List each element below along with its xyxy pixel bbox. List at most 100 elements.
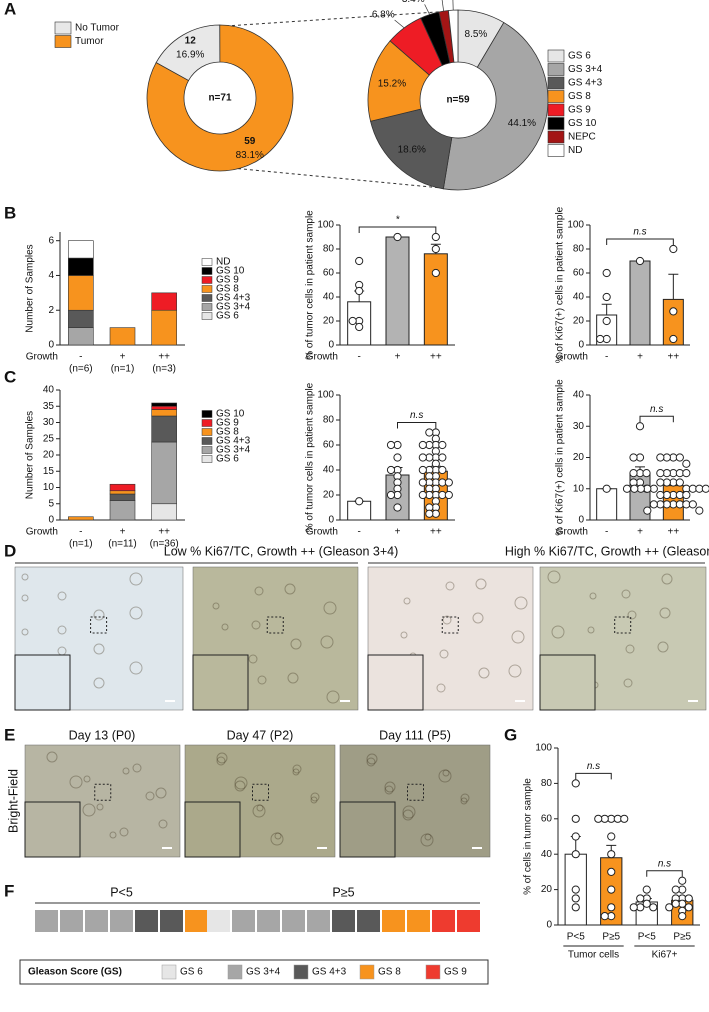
x-tick-label: +	[637, 352, 643, 363]
data-point	[393, 453, 402, 462]
significance-label: n.s	[410, 410, 423, 421]
bar-segment	[68, 240, 94, 259]
heat-cell	[160, 910, 183, 932]
legend-swatch	[547, 63, 565, 76]
data-point	[607, 832, 616, 841]
data-point	[678, 876, 687, 885]
x-tick-label: ++	[667, 527, 679, 538]
legend-swatch	[547, 49, 565, 63]
data-point	[602, 292, 611, 302]
photo-texture	[621, 589, 631, 599]
data-point	[682, 459, 691, 468]
data-point	[669, 307, 678, 316]
photo-texture	[366, 753, 378, 765]
legend-swatch	[425, 964, 441, 980]
significance-bracket	[646, 870, 683, 877]
pie-center: n=59	[446, 95, 470, 106]
photo-texture	[93, 643, 105, 655]
photo-texture	[436, 683, 446, 693]
legend-swatch	[547, 144, 565, 157]
legend-swatch	[201, 258, 213, 266]
y-tick-label: 80	[323, 415, 335, 426]
photo-texture	[439, 649, 449, 659]
panel-letter: G	[504, 725, 517, 744]
data-point	[596, 334, 605, 344]
photo-texture	[21, 594, 29, 602]
photo-texture	[475, 578, 487, 590]
y-tick-label: 100	[317, 220, 334, 231]
photo-texture	[93, 609, 105, 621]
panel-letter: D	[4, 541, 16, 560]
x-tick-label: -	[79, 527, 82, 538]
data-point	[571, 903, 580, 912]
data-point	[695, 506, 704, 515]
zoom-box	[94, 783, 112, 801]
photo-texture	[627, 610, 637, 620]
legend-label: ND	[216, 257, 230, 268]
bar-segment	[151, 409, 177, 417]
significance-bracket	[358, 226, 437, 233]
bar-segment	[109, 493, 136, 501]
pie-label: 15.2%	[378, 79, 406, 90]
y-axis-title: Number of Samples	[25, 244, 36, 332]
y-tick-label: 100	[567, 220, 584, 231]
y-tick-label: 0	[48, 515, 54, 526]
data-point	[355, 286, 364, 296]
photo-texture	[460, 797, 468, 805]
legend-label: GS 3+4	[568, 64, 603, 75]
photo-texture	[589, 592, 597, 600]
data-point	[425, 509, 434, 518]
data-point	[669, 244, 678, 254]
data-point	[418, 453, 427, 462]
photo-texture	[248, 654, 258, 664]
bar-segment	[109, 490, 136, 495]
y-tick-label: 20	[323, 490, 335, 501]
pie-count: 12	[185, 35, 197, 46]
scale-bar	[165, 700, 175, 702]
photo-texture	[129, 606, 143, 620]
y-tick-label: 40	[573, 390, 585, 401]
data-point	[438, 465, 447, 475]
legend-label: GS 6	[180, 967, 203, 978]
legend-label: GS 6	[216, 454, 239, 465]
x-tick-label: P<5	[567, 932, 586, 943]
data-point	[418, 478, 427, 487]
data-point	[642, 899, 651, 908]
legend-label: GS 9	[216, 418, 239, 429]
photo-texture	[292, 768, 300, 776]
data-point	[444, 478, 453, 487]
legend-label: GS 3+4	[216, 445, 251, 456]
photo-texture	[310, 796, 318, 804]
y-tick-label: 40	[43, 385, 55, 396]
data-point	[665, 903, 674, 912]
significance-label: n.s	[658, 858, 671, 869]
data-point	[431, 232, 440, 242]
y-tick-label: 6	[48, 235, 54, 246]
y-tick-label: 10	[573, 483, 585, 494]
x-tick-label: ++	[430, 527, 442, 538]
data-point	[684, 894, 693, 903]
x-tick-label: -	[605, 352, 608, 363]
pie-label: 8.5%	[465, 29, 488, 40]
data-point	[607, 850, 616, 859]
y-tick-label: 15	[43, 466, 55, 477]
legend-label: No Tumor	[75, 23, 120, 34]
x-tick-note: (n=3)	[152, 364, 176, 375]
data-point	[571, 832, 580, 841]
data-point	[393, 232, 402, 242]
photo-texture	[445, 581, 455, 591]
x-axis-title: Growth	[306, 352, 338, 363]
data-point	[571, 779, 580, 788]
group-label: P≥5	[332, 885, 354, 899]
photo-texture	[122, 767, 130, 775]
legend-label: GS 10	[568, 118, 597, 129]
data-point	[649, 903, 658, 912]
significance-bracket	[606, 238, 674, 245]
photo-texture	[320, 635, 334, 649]
heat-cell	[185, 910, 208, 932]
pie-label: 44.1%	[508, 118, 536, 129]
photo-texture	[290, 638, 302, 650]
data-point	[671, 899, 680, 908]
heat-cell	[35, 910, 58, 932]
legend-label: GS 6	[568, 51, 591, 62]
